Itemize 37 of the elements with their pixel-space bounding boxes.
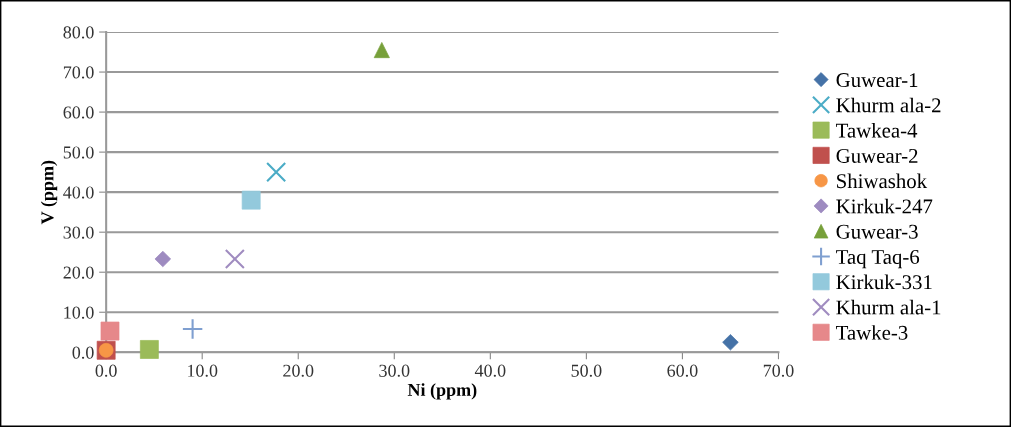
x-tick-label: 10.0 bbox=[187, 364, 218, 377]
x-tick-label: 20.0 bbox=[283, 364, 314, 377]
y-axis-title: V (ppm) bbox=[40, 160, 58, 225]
x-tick-label: 40.0 bbox=[474, 364, 506, 377]
y-tick-label: 10.0 bbox=[64, 306, 94, 319]
legend-label: Shiwashok bbox=[837, 173, 928, 189]
x-tick-label: 30.0 bbox=[379, 364, 410, 377]
point bbox=[154, 250, 172, 268]
point bbox=[266, 162, 287, 183]
y-tick-label: 50.0 bbox=[63, 146, 94, 159]
x-tick-label: 70.0 bbox=[763, 364, 794, 377]
point bbox=[224, 248, 245, 270]
y-tick-label: 40.0 bbox=[63, 186, 94, 199]
legend-label: Khurm ala-2 bbox=[836, 97, 941, 113]
legend-label: Guwear-2 bbox=[836, 148, 918, 163]
legend-label: Tawkea-4 bbox=[836, 122, 918, 138]
legend-label: Khurm ala-1 bbox=[836, 299, 941, 315]
legend-label: Guwear-3 bbox=[836, 224, 918, 239]
point bbox=[181, 318, 204, 340]
y-tick-label: 80.0 bbox=[63, 26, 94, 39]
point bbox=[241, 190, 261, 210]
point bbox=[373, 42, 390, 59]
x-tick-label: 0.0 bbox=[95, 364, 117, 377]
legend-label: Kirkuk-247 bbox=[836, 198, 933, 214]
y-tick-label: 30.0 bbox=[63, 226, 94, 239]
y-tick-label: 0.0 bbox=[72, 346, 94, 359]
legend-label: Guwear-1 bbox=[836, 73, 918, 88]
x-tick-label: 50.0 bbox=[571, 364, 602, 377]
y-tick-label: 60.0 bbox=[63, 106, 94, 119]
y-tick-label: 70.0 bbox=[63, 66, 94, 79]
y-tick-label: 20.0 bbox=[63, 266, 94, 279]
point bbox=[722, 334, 739, 351]
legend-label: Tawke-3 bbox=[836, 325, 908, 340]
legend-label: Kirkuk-331 bbox=[836, 274, 932, 290]
x-tick-label: 60.0 bbox=[667, 364, 698, 377]
x-axis-title: Ni (ppm) bbox=[407, 383, 477, 400]
legend-label: Taq Taq-6 bbox=[836, 249, 920, 269]
